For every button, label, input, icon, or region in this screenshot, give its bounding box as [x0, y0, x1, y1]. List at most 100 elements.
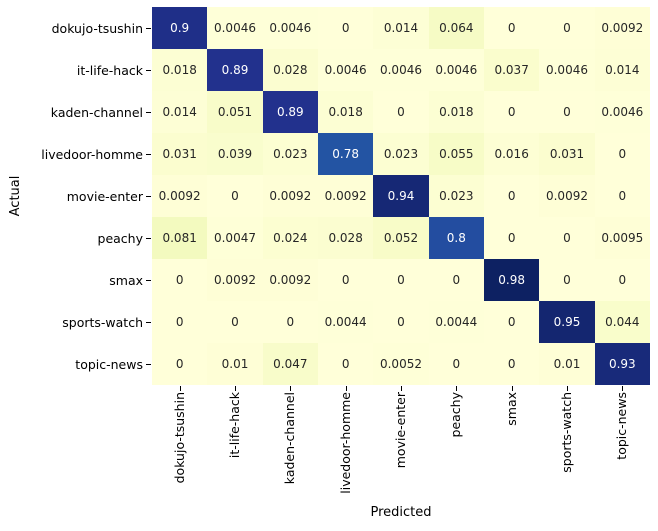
heatmap-cell: 0.9: [152, 7, 208, 49]
x-tick-label: topic-news: [614, 392, 629, 460]
y-tick-label: it-life-hack: [76, 62, 143, 78]
heatmap-cell: 0: [373, 259, 429, 301]
heatmap-cell: 0.01: [207, 343, 263, 385]
heatmap-cell: 0.0092: [152, 175, 208, 217]
heatmap-cell: 0.0046: [539, 49, 595, 91]
heatmap-cell: 0: [539, 259, 595, 301]
heatmap-cell: 0.89: [262, 91, 318, 133]
heatmap-cell: 0.023: [262, 133, 318, 175]
x-tick-label: peachy: [448, 392, 463, 438]
x-tick-label: livedoor-homme: [338, 392, 353, 494]
heatmap-cell: 0.01: [539, 343, 595, 385]
x-tick-mark: [401, 386, 402, 391]
heatmap-cell: 0.0046: [594, 91, 650, 133]
heatmap-cell: 0: [483, 91, 540, 133]
heatmap-cell: 0.0092: [207, 259, 263, 301]
heatmap-cell: 0.0044: [317, 301, 374, 343]
y-tick-mark: [146, 322, 151, 323]
heatmap-cell: 0.0092: [317, 175, 374, 217]
y-tick-mark: [146, 154, 151, 155]
heatmap-cell: 0.98: [483, 259, 540, 301]
y-tick-label: dokujo-tsushin: [51, 20, 143, 36]
y-tick-label: peachy: [97, 230, 143, 246]
heatmap-cell: 0.78: [317, 133, 374, 175]
heatmap-cell: 0.028: [317, 217, 374, 259]
y-tick-mark: [146, 112, 151, 113]
heatmap-cell: 0: [539, 7, 595, 49]
heatmap-cell: 0.0046: [428, 49, 484, 91]
heatmap-cell: 0.0046: [262, 7, 318, 49]
heatmap-cell: 0.047: [262, 343, 318, 385]
y-tick-mark: [146, 238, 151, 239]
heatmap-cell: 0.044: [594, 301, 650, 343]
heatmap-cell: 0.031: [152, 133, 208, 175]
heatmap-cell: 0.014: [152, 91, 208, 133]
heatmap-grid: 0.9 0.0046 0.0046 0 0.014 0.064 0 0 0.0092 0.018 0…: [152, 7, 650, 385]
heatmap-cell: 0.037: [483, 49, 540, 91]
x-tick-label: movie-enter: [393, 392, 408, 469]
x-tick-label: sports-watch: [559, 392, 574, 473]
x-tick-label: kaden-channel: [282, 392, 297, 485]
heatmap-cell: 0.0046: [317, 49, 374, 91]
heatmap-cell: 0: [317, 259, 374, 301]
heatmap-cell: 0.0095: [594, 217, 650, 259]
x-tick-label: it-life-hack: [227, 392, 242, 459]
heatmap-cell: 0.018: [428, 91, 484, 133]
heatmap-cell: 0: [373, 91, 429, 133]
x-tick-label: dokujo-tsushin: [172, 392, 187, 484]
heatmap-cell: 0: [152, 343, 208, 385]
heatmap-cell: 0.89: [207, 49, 263, 91]
heatmap-cell: 0.94: [373, 175, 429, 217]
heatmap-cell: 0.0052: [373, 343, 429, 385]
heatmap-cell: 0: [483, 301, 540, 343]
heatmap-cell: 0: [317, 7, 374, 49]
heatmap-cell: 0.064: [428, 7, 484, 49]
heatmap-cell: 0.95: [539, 301, 595, 343]
x-tick-mark: [346, 386, 347, 391]
heatmap-cell: 0: [317, 343, 374, 385]
heatmap-cell: 0: [539, 217, 595, 259]
heatmap-cell: 0.052: [373, 217, 429, 259]
y-tick-label: sports-watch: [62, 314, 143, 330]
heatmap-cell: 0: [594, 259, 650, 301]
heatmap-cell: 0: [483, 343, 540, 385]
heatmap-cell: 0.018: [152, 49, 208, 91]
heatmap-cell: 0.055: [428, 133, 484, 175]
heatmap-cell: 0.023: [373, 133, 429, 175]
y-tick-mark: [146, 70, 151, 71]
heatmap-cell: 0.93: [594, 343, 650, 385]
heatmap-cell: 0.016: [483, 133, 540, 175]
heatmap-cell: 0.014: [594, 49, 650, 91]
x-tick-mark: [567, 386, 568, 391]
heatmap-cell: 0.0046: [207, 7, 263, 49]
heatmap-cell: 0: [262, 301, 318, 343]
x-axis-label: Predicted: [370, 505, 432, 520]
heatmap-cell: 0.0092: [594, 7, 650, 49]
heatmap-cell: 0.0092: [539, 175, 595, 217]
heatmap-cell: 0.014: [373, 7, 429, 49]
heatmap-cell: 0: [207, 301, 263, 343]
y-tick-label: topic-news: [75, 356, 143, 372]
y-tick-label: kaden-channel: [50, 104, 143, 120]
y-tick-mark: [146, 196, 151, 197]
heatmap-cell: 0.0092: [262, 259, 318, 301]
heatmap-cell: 0: [594, 133, 650, 175]
heatmap-cell: 0.0046: [373, 49, 429, 91]
x-tick-mark: [235, 386, 236, 391]
y-tick-label: smax: [109, 272, 143, 288]
y-tick-mark: [146, 364, 151, 365]
heatmap-cell: 0.018: [317, 91, 374, 133]
heatmap-cell: 0: [428, 343, 484, 385]
heatmap-cell: 0.0092: [262, 175, 318, 217]
heatmap-cell: 0: [539, 91, 595, 133]
heatmap-cell: 0.028: [262, 49, 318, 91]
heatmap-cell: 0: [483, 217, 540, 259]
heatmap-cell: 0.039: [207, 133, 263, 175]
x-tick-mark: [180, 386, 181, 391]
x-tick-mark: [512, 386, 513, 391]
heatmap-cell: 0.0044: [428, 301, 484, 343]
heatmap-cell: 0: [207, 175, 263, 217]
heatmap-cell: 0.031: [539, 133, 595, 175]
y-tick-label: movie-enter: [66, 188, 143, 204]
